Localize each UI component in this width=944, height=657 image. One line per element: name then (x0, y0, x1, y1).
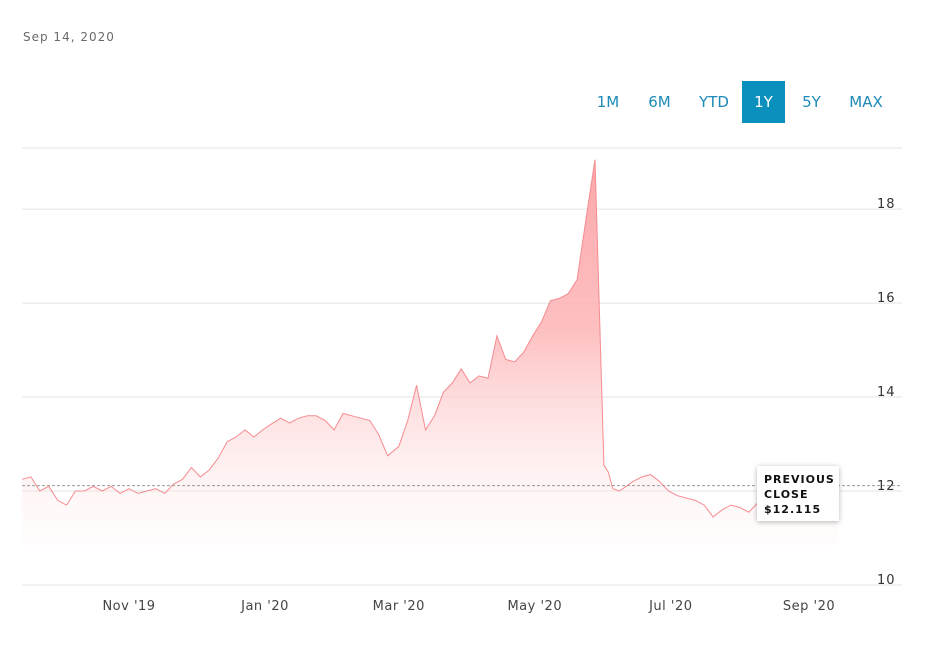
previous-close-tooltip: PREVIOUS CLOSE $12.115 (757, 466, 839, 521)
date-label: Sep 14, 2020 (23, 30, 115, 44)
x-tick-label: Mar '20 (373, 599, 425, 614)
tab-1y[interactable]: 1Y (742, 81, 785, 123)
tab-5y[interactable]: 5Y (802, 93, 821, 111)
range-tabs: 1M 6M YTD 1Y 5Y MAX (583, 81, 894, 123)
price-line (21, 159, 839, 518)
tab-max[interactable]: MAX (849, 93, 883, 111)
y-tick-label: 12 (877, 479, 896, 494)
x-tick-label: May '20 (507, 599, 562, 614)
x-tick-label: Sep '20 (783, 599, 835, 614)
x-tick-label: Jul '20 (648, 599, 692, 614)
tab-ytd[interactable]: YTD (699, 93, 729, 111)
tab-1m[interactable]: 1M (596, 93, 620, 111)
price-area (22, 159, 838, 585)
y-tick-label: 10 (877, 573, 896, 588)
y-tick-label: 18 (877, 197, 896, 212)
tooltip-line2: CLOSE (764, 488, 809, 501)
x-axis: Nov '19 Jan '20 Mar '20 May '20 Jul '20 Sep '… (102, 599, 835, 614)
x-tick-label: Jan '20 (240, 599, 289, 614)
tab-6m[interactable]: 6M (648, 93, 671, 111)
tooltip-value: $12.115 (764, 503, 822, 516)
y-tick-label: 16 (877, 291, 896, 306)
y-axis: 10 12 14 16 18 (877, 197, 896, 588)
y-tick-label: 14 (877, 385, 896, 400)
tooltip-line1: PREVIOUS (764, 473, 835, 486)
x-tick-label: Nov '19 (102, 599, 155, 614)
